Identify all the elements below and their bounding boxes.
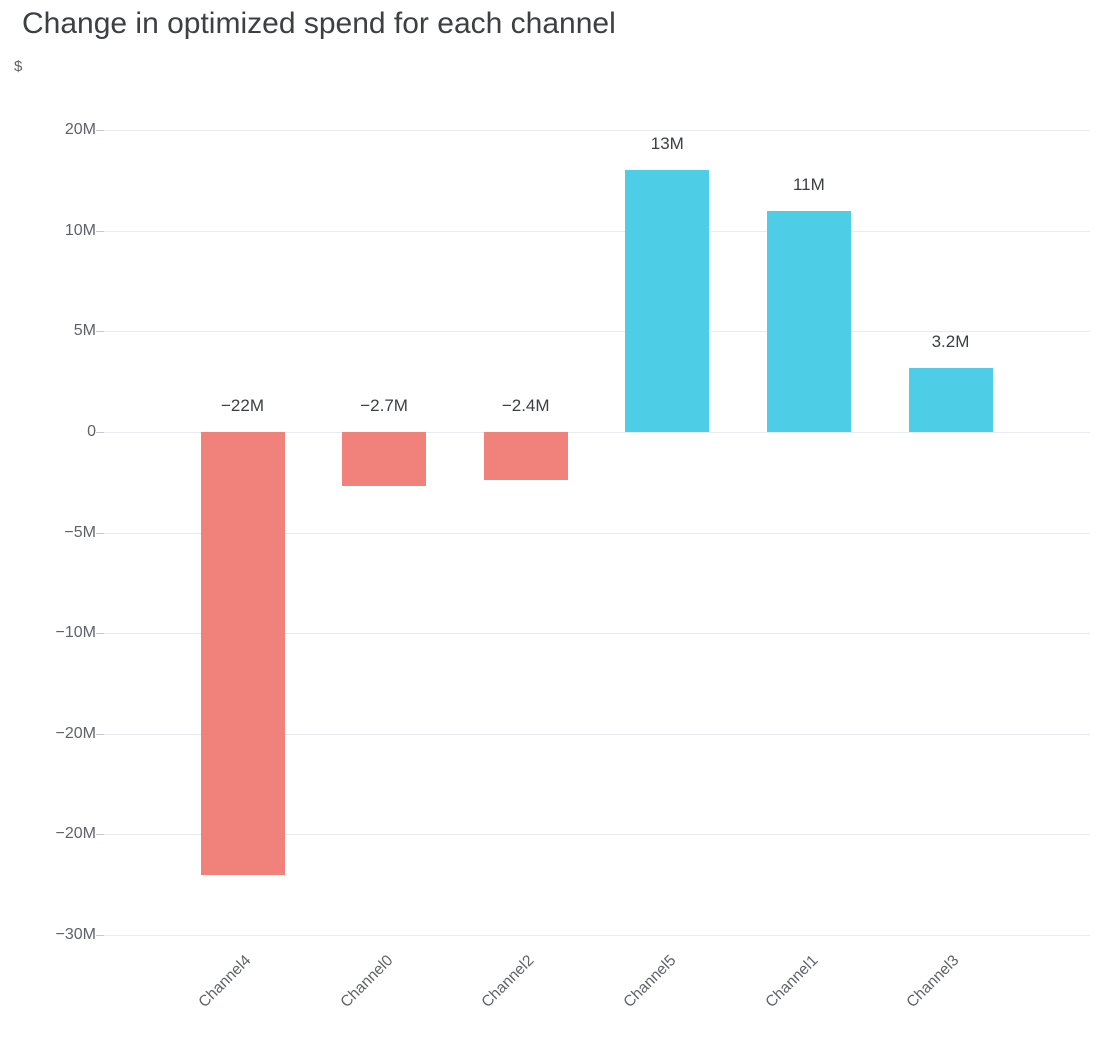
y-axis-tick-label: −10M <box>55 624 96 642</box>
y-axis-tick-label: −20M <box>55 724 96 742</box>
bar-channel4 <box>200 432 285 875</box>
y-axis-tick-label: −5M <box>64 523 96 541</box>
bar-value-label: 13M <box>650 134 684 154</box>
bar-value-label: 3.2M <box>931 331 970 351</box>
y-axis-tick-mark <box>96 834 104 836</box>
bar-channel1 <box>766 210 851 432</box>
y-axis-tick-label: 10M <box>64 221 96 239</box>
chart-title: Change in optimized spend for each chann… <box>22 7 616 40</box>
y-axis-tick-mark <box>96 532 104 534</box>
bar-value-label: −2.7M <box>360 396 408 415</box>
y-axis-tick-label: −30M <box>55 926 96 943</box>
gridline <box>104 130 1090 132</box>
x-axis-label: Channel2 <box>478 952 538 1011</box>
y-axis-tick-mark <box>96 230 104 232</box>
y-axis-tick-mark <box>96 130 104 132</box>
gridline <box>104 230 1090 232</box>
x-axis-label: Channel0 <box>337 952 397 1011</box>
y-axis-tick-label: 20M <box>64 121 96 139</box>
x-axis-label: Channel3 <box>903 952 963 1011</box>
gridline <box>104 432 1090 433</box>
bar-value-label: 11M <box>792 174 825 194</box>
y-axis-tick-mark <box>96 633 104 635</box>
bar-channel5 <box>625 170 710 432</box>
gridline <box>104 633 1090 635</box>
bar-value-label: −22M <box>221 396 264 415</box>
gridline <box>104 834 1090 836</box>
x-axis-label: Channel5 <box>620 952 680 1011</box>
bar-channel0 <box>342 432 427 487</box>
gridline <box>104 532 1090 534</box>
bar-channel2 <box>483 432 568 481</box>
x-axis-label: Channel1 <box>761 952 821 1011</box>
y-axis-tick-label: −20M <box>55 825 96 843</box>
x-axis-label: Channel4 <box>195 952 255 1011</box>
bar-value-label: −2.4M <box>501 396 550 415</box>
y-axis-tick-label: 5M <box>73 322 96 340</box>
y-axis-tick-mark <box>96 432 104 433</box>
y-axis-tick-mark <box>96 331 104 333</box>
gridline <box>104 331 1090 333</box>
gridline <box>104 935 1090 936</box>
bar-channel3 <box>908 367 993 432</box>
y-axis-unit-label: $ <box>14 58 23 75</box>
y-axis-tick-mark <box>96 733 104 735</box>
y-axis-tick-mark <box>96 935 104 936</box>
y-axis-tick-label: 0 <box>87 423 96 440</box>
gridline <box>104 733 1090 735</box>
